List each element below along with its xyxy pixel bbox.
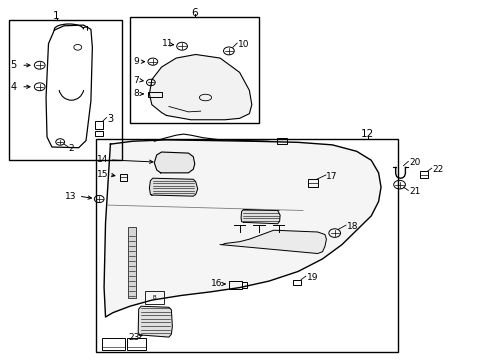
Text: 7: 7 bbox=[133, 76, 139, 85]
Text: 8: 8 bbox=[133, 89, 139, 98]
Text: 13: 13 bbox=[65, 192, 77, 201]
Bar bbox=[144, 291, 163, 304]
Text: 11: 11 bbox=[161, 39, 173, 48]
Bar bbox=[307, 179, 317, 187]
Polygon shape bbox=[220, 230, 326, 253]
Polygon shape bbox=[138, 306, 172, 337]
Text: 9: 9 bbox=[133, 57, 139, 66]
Text: 12: 12 bbox=[361, 130, 374, 139]
Bar bbox=[96, 139, 397, 352]
Bar bbox=[95, 121, 103, 129]
Text: 16: 16 bbox=[211, 279, 223, 288]
Text: 15: 15 bbox=[97, 170, 108, 179]
Text: 18: 18 bbox=[346, 222, 358, 231]
Polygon shape bbox=[149, 178, 197, 196]
Polygon shape bbox=[149, 54, 251, 120]
Text: 17: 17 bbox=[326, 172, 337, 181]
Bar bbox=[102, 338, 125, 350]
Text: 1: 1 bbox=[53, 11, 60, 21]
Text: 20: 20 bbox=[408, 158, 420, 167]
Bar bbox=[95, 131, 103, 136]
Text: 2: 2 bbox=[68, 144, 74, 153]
Bar bbox=[293, 280, 301, 285]
Bar bbox=[128, 226, 136, 298]
Bar bbox=[241, 282, 247, 288]
Polygon shape bbox=[154, 152, 194, 173]
Text: 3: 3 bbox=[107, 114, 113, 124]
Text: B: B bbox=[152, 295, 156, 300]
Text: 4: 4 bbox=[10, 82, 17, 92]
Text: 19: 19 bbox=[306, 273, 318, 282]
Text: 21: 21 bbox=[408, 187, 420, 196]
Bar bbox=[127, 338, 146, 350]
Bar bbox=[9, 21, 122, 160]
Polygon shape bbox=[241, 210, 280, 224]
Text: 5: 5 bbox=[10, 60, 17, 70]
Bar bbox=[229, 281, 242, 289]
Bar bbox=[120, 174, 127, 181]
Bar bbox=[130, 17, 259, 123]
Text: 22: 22 bbox=[432, 165, 443, 174]
Bar bbox=[148, 92, 161, 97]
Bar bbox=[276, 138, 287, 144]
Text: 10: 10 bbox=[237, 40, 249, 49]
Text: 23: 23 bbox=[128, 333, 140, 342]
Polygon shape bbox=[104, 140, 380, 317]
Text: 6: 6 bbox=[191, 8, 198, 18]
Text: 14: 14 bbox=[97, 156, 108, 165]
Bar bbox=[419, 171, 427, 178]
